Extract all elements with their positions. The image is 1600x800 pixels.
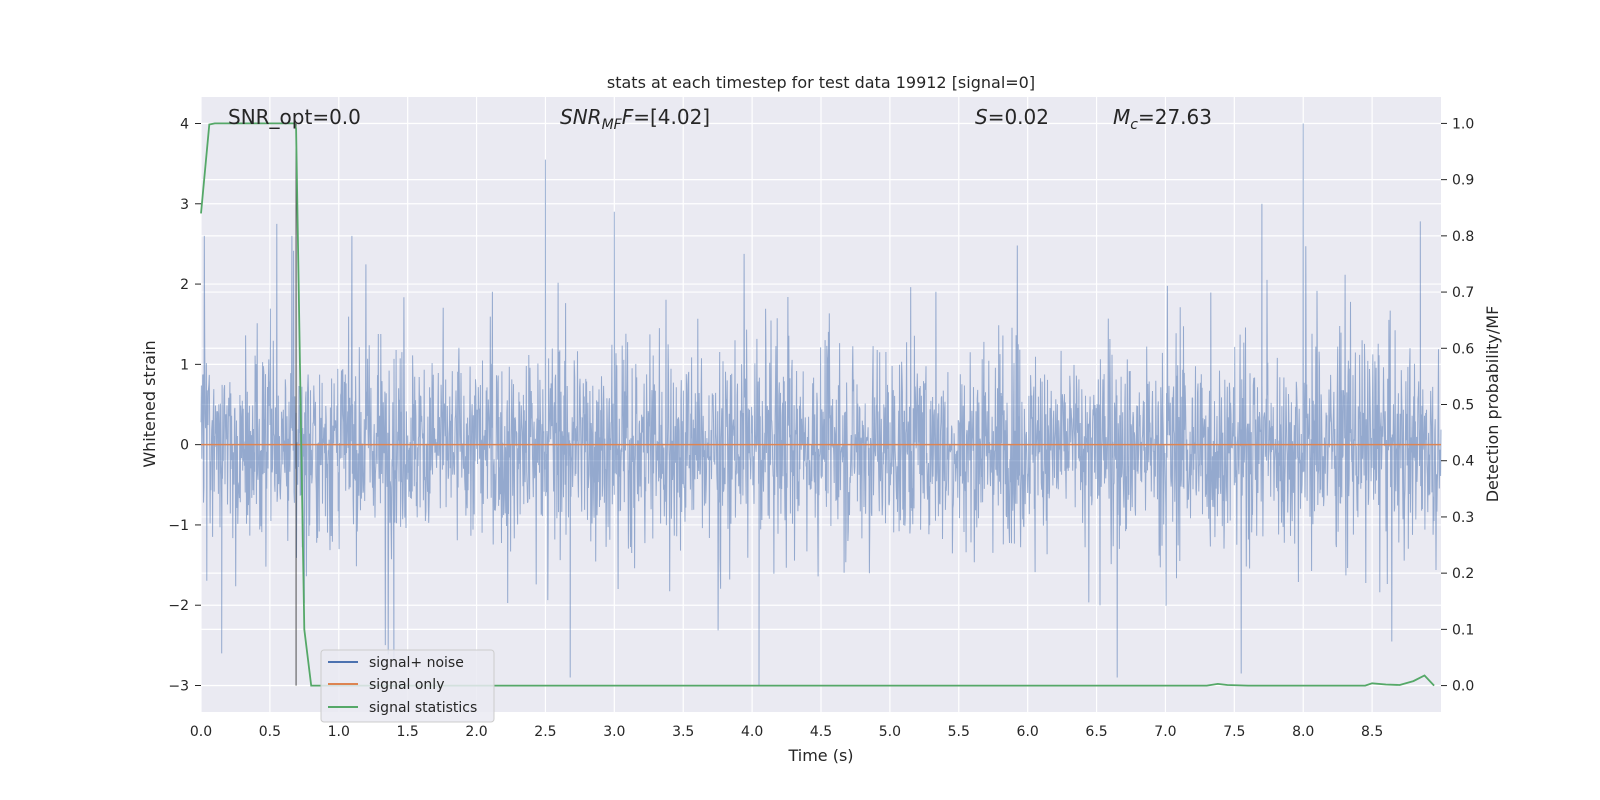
x-tick-label: 6.0 — [1017, 724, 1039, 740]
left-y-tick-label: 4 — [180, 116, 189, 132]
mc-value: =27.63 — [1138, 105, 1212, 129]
x-tick-label: 0.5 — [259, 724, 281, 740]
right-y-tick-label: 0.3 — [1452, 510, 1474, 526]
mc-subscript: c — [1130, 117, 1138, 133]
left-y-tick-label: 1 — [180, 357, 189, 373]
x-tick-label: 4.5 — [810, 724, 832, 740]
x-tick-labels: 0.0 0.5 1.0 1.5 2.0 2.5 3.0 3.5 4.0 4.5 5.0 5.5 6.0 6… — [190, 724, 1383, 740]
right-y-tick-label: 0.6 — [1452, 341, 1474, 357]
right-y-axis-label: Detection probability/MF — [1483, 306, 1502, 503]
left-y-tick-label: 0 — [180, 438, 189, 454]
right-y-tick-label: 0.8 — [1452, 229, 1474, 245]
left-y-tick-labels: −3 −2 −1 0 1 2 3 4 — [168, 116, 201, 695]
left-y-tick-label: −2 — [168, 598, 189, 614]
x-tick-label: 0.0 — [190, 724, 212, 740]
snr-mf-f: F — [622, 105, 634, 129]
right-y-tick-labels: 0.0 0.1 0.2 0.3 0.4 0.5 0.6 0.7 0.8 0.9 1.0 — [1441, 116, 1474, 695]
legend-label-signal-noise: signal+ noise — [369, 655, 464, 671]
left-y-tick-label: −1 — [168, 518, 189, 534]
annotation-mc: Mc=27.63 — [1113, 105, 1212, 133]
right-y-tick-label: 0.0 — [1452, 679, 1474, 695]
x-tick-label: 7.0 — [1154, 724, 1176, 740]
right-y-tick-label: 0.9 — [1452, 173, 1474, 189]
left-y-tick-label: 3 — [180, 197, 189, 213]
x-tick-label: 2.0 — [465, 724, 487, 740]
left-y-axis-label: Whitened strain — [140, 340, 159, 467]
chart-title: stats at each timestep for test data 199… — [607, 73, 1035, 92]
x-tick-label: 4.0 — [741, 724, 763, 740]
x-tick-label: 8.0 — [1292, 724, 1314, 740]
legend-box — [320, 649, 495, 723]
left-y-tick-label: −3 — [168, 679, 189, 695]
left-y-tick-label: 2 — [180, 277, 189, 293]
right-y-tick-label: 0.1 — [1452, 622, 1474, 638]
legend: signal+ noise signal only signal statist… — [320, 649, 495, 723]
signal-noise-series — [200, 123, 1442, 686]
right-y-tick-label: 1.0 — [1452, 116, 1474, 132]
snr-mf-value: =[4.02] — [633, 105, 710, 129]
x-tick-label: 3.5 — [672, 724, 694, 740]
legend-label-signal-statistics: signal statistics — [369, 700, 477, 716]
x-tick-label: 5.5 — [948, 724, 970, 740]
snr-mf-subscript: MF — [602, 117, 623, 133]
x-tick-label: 1.0 — [328, 724, 350, 740]
s-value: =0.02 — [988, 105, 1049, 129]
right-y-tick-label: 0.5 — [1452, 398, 1474, 414]
x-tick-label: 2.5 — [534, 724, 556, 740]
snr-mf-label: SNR — [560, 105, 602, 129]
x-tick-label: 6.5 — [1085, 724, 1107, 740]
x-tick-label: 1.5 — [397, 724, 419, 740]
signal-noise-trace — [200, 123, 1442, 686]
legend-label-signal-only: signal only — [369, 677, 444, 693]
right-y-tick-label: 0.7 — [1452, 285, 1474, 301]
annotation-s: S=0.02 — [975, 105, 1049, 129]
x-axis-label: Time (s) — [787, 746, 853, 765]
right-y-tick-label: 0.2 — [1452, 566, 1474, 582]
signal-statistics-line — [200, 122, 1435, 687]
right-y-tick-label: 0.4 — [1452, 454, 1474, 470]
s-label: S — [975, 105, 988, 129]
annotation-snr-mf: SNRMFF=[4.02] — [560, 105, 710, 133]
annotation-snr-opt: SNR_opt=0.0 — [228, 105, 361, 129]
x-tick-label: 7.5 — [1223, 724, 1245, 740]
x-tick-label: 3.0 — [603, 724, 625, 740]
x-tick-label: 8.5 — [1361, 724, 1383, 740]
mc-label: M — [1113, 105, 1130, 129]
x-tick-label: 5.0 — [879, 724, 901, 740]
